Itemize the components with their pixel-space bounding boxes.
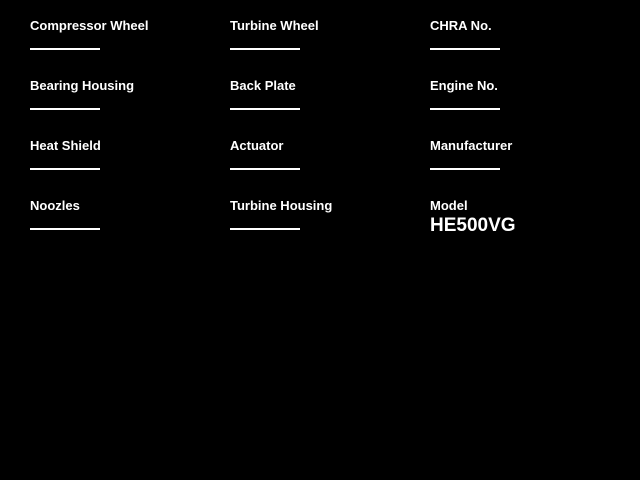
input-line[interactable]: [430, 48, 500, 50]
input-line[interactable]: [30, 168, 100, 170]
field-noozles: Noozles: [30, 199, 230, 259]
input-line[interactable]: [430, 108, 500, 110]
field-engine-no: Engine No.: [430, 79, 630, 139]
field-label: Manufacturer: [430, 138, 513, 153]
input-line[interactable]: [230, 168, 300, 170]
field-label: Turbine Housing: [230, 198, 333, 213]
field-turbine-housing: Turbine Housing: [230, 199, 430, 259]
field-label: CHRA No.: [430, 18, 492, 33]
field-label: Turbine Wheel: [230, 18, 319, 33]
field-label: Noozles: [30, 198, 80, 213]
field-chra-no: CHRA No.: [430, 19, 630, 79]
input-line[interactable]: [30, 228, 100, 230]
field-turbine-wheel: Turbine Wheel: [230, 19, 430, 79]
input-line[interactable]: [230, 108, 300, 110]
field-label: Back Plate: [230, 78, 296, 93]
field-label: Compressor Wheel: [30, 18, 149, 33]
input-line[interactable]: [30, 108, 100, 110]
model-value: HE500VG: [430, 215, 516, 236]
field-heat-shield: Heat Shield: [30, 139, 230, 199]
field-back-plate: Back Plate: [230, 79, 430, 139]
field-label: Model: [430, 198, 468, 213]
field-label: Engine No.: [430, 78, 498, 93]
input-line[interactable]: [230, 228, 300, 230]
field-manufacturer: Manufacturer: [430, 139, 630, 199]
field-bearing-housing: Bearing Housing: [30, 79, 230, 139]
field-label: Bearing Housing: [30, 78, 135, 93]
field-label: Actuator: [230, 138, 284, 153]
input-line[interactable]: [230, 48, 300, 50]
input-line[interactable]: [430, 168, 500, 170]
form-grid: Compressor Wheel Turbine Wheel CHRA No. …: [30, 19, 630, 259]
field-actuator: Actuator: [230, 139, 430, 199]
field-label: Heat Shield: [30, 138, 101, 153]
input-line[interactable]: [30, 48, 100, 50]
field-compressor-wheel: Compressor Wheel: [30, 19, 230, 79]
field-model: Model HE500VG: [430, 199, 630, 259]
